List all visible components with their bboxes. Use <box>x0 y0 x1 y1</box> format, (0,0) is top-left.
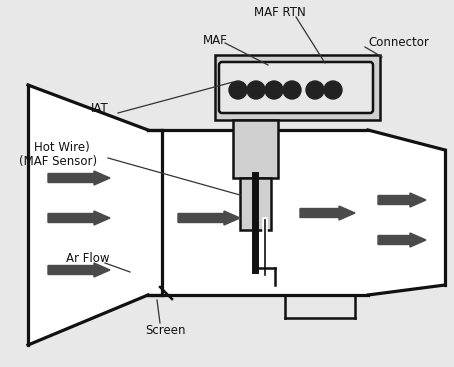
Text: Screen: Screen <box>145 323 185 337</box>
Text: MAF RTN: MAF RTN <box>254 7 306 19</box>
Polygon shape <box>28 85 445 345</box>
Polygon shape <box>48 171 110 185</box>
Polygon shape <box>378 233 426 247</box>
Circle shape <box>324 81 342 99</box>
Bar <box>233 120 278 178</box>
Text: MAF: MAF <box>202 33 227 47</box>
Circle shape <box>306 81 324 99</box>
Circle shape <box>247 81 265 99</box>
FancyBboxPatch shape <box>219 62 373 113</box>
Bar <box>215 55 380 120</box>
Circle shape <box>229 81 247 99</box>
Polygon shape <box>378 193 426 207</box>
Text: Ar Flow: Ar Flow <box>66 251 110 265</box>
Circle shape <box>283 81 301 99</box>
Text: Hot Wire): Hot Wire) <box>34 142 90 155</box>
Text: Connector: Connector <box>368 36 429 48</box>
Bar <box>240 178 271 230</box>
Circle shape <box>265 81 283 99</box>
Polygon shape <box>178 211 240 225</box>
Polygon shape <box>48 263 110 277</box>
Polygon shape <box>48 211 110 225</box>
Text: (MAF Sensor): (MAF Sensor) <box>19 155 97 167</box>
Text: IAT: IAT <box>91 102 109 115</box>
Polygon shape <box>300 206 355 220</box>
